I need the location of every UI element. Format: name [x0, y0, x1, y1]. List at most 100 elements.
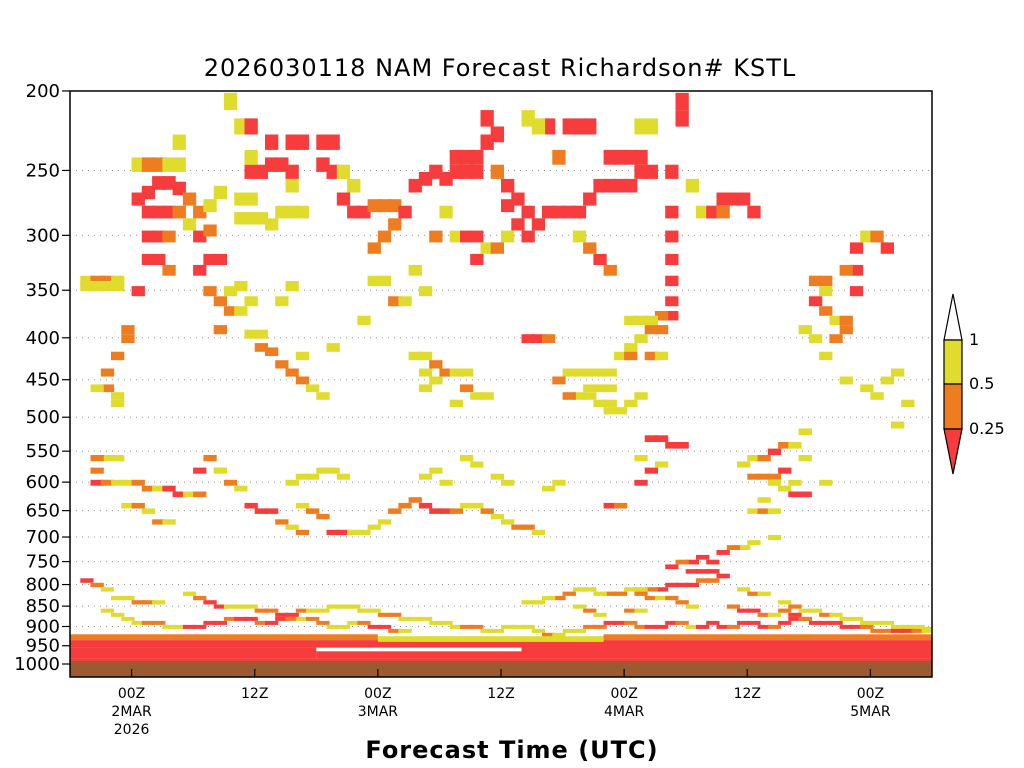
- data-cell: [603, 620, 617, 625]
- data-cell: [562, 628, 576, 633]
- data-cell: [808, 608, 823, 613]
- data-cell: [521, 624, 535, 629]
- data-cell: [439, 479, 453, 486]
- data-cell: [849, 286, 864, 297]
- data-cell: [244, 149, 258, 165]
- data-cell: [870, 230, 884, 243]
- data-cell: [336, 473, 351, 480]
- data-cell: [429, 620, 443, 625]
- data-cell: [182, 192, 197, 206]
- x-tick-label: 2MAR: [111, 704, 152, 720]
- data-cell: [316, 392, 330, 400]
- data-cell: [213, 325, 227, 335]
- data-cell: [182, 624, 197, 629]
- data-cell: [254, 508, 268, 514]
- data-cell: [542, 485, 556, 492]
- data-cell: [593, 399, 607, 408]
- data-cell: [172, 624, 186, 629]
- data-cell: [757, 473, 771, 480]
- data-cell: [624, 351, 638, 361]
- data-band: [70, 634, 378, 641]
- data-cell: [562, 368, 576, 377]
- data-cell: [162, 176, 176, 190]
- data-cell: [891, 421, 905, 429]
- data-cell: [347, 620, 361, 625]
- data-cell: [336, 604, 351, 609]
- data-cell: [696, 205, 710, 219]
- data-cell: [295, 529, 310, 535]
- data-cell: [449, 149, 463, 165]
- data-cell: [798, 455, 812, 462]
- data-cell: [634, 334, 648, 344]
- data-cell: [685, 582, 699, 588]
- data-cell: [521, 230, 535, 243]
- data-cell: [285, 524, 299, 530]
- data-cell: [470, 149, 484, 165]
- data-cell: [223, 616, 238, 621]
- data-cell: [193, 467, 207, 474]
- data-cell: [613, 149, 628, 165]
- data-cell: [480, 134, 494, 150]
- data-cell: [439, 620, 453, 625]
- data-cell: [644, 435, 658, 442]
- data-cells: [70, 92, 932, 669]
- data-cell: [521, 334, 535, 344]
- data-cell: [357, 608, 371, 613]
- data-cell: [285, 164, 299, 179]
- data-cell: [675, 582, 689, 588]
- data-cell: [141, 253, 156, 265]
- data-cell: [131, 620, 145, 625]
- data-cell: [501, 519, 515, 525]
- data-cell: [254, 608, 268, 613]
- data-cell: [891, 628, 905, 633]
- data-cell: [203, 253, 217, 265]
- data-cell: [90, 281, 104, 292]
- data-cell: [675, 600, 689, 605]
- data-cell: [295, 134, 310, 150]
- data-cell: [644, 587, 658, 592]
- data-cell: [531, 118, 546, 135]
- data-cell: [203, 455, 217, 462]
- data-cell: [306, 473, 320, 480]
- data-cell: [665, 582, 679, 588]
- data-cell: [685, 559, 699, 565]
- data-cell: [737, 545, 751, 550]
- data-cell: [460, 149, 474, 165]
- data-cell: [295, 473, 310, 480]
- data-cell: [829, 612, 843, 617]
- data-cell: [685, 178, 699, 193]
- data-cell: [593, 178, 607, 193]
- data-cell: [460, 624, 474, 629]
- data-cell: [408, 264, 422, 276]
- data-cell: [778, 620, 792, 625]
- data-cell: [747, 591, 761, 596]
- data-cell: [100, 587, 115, 592]
- data-cell: [234, 485, 248, 492]
- data-cell: [439, 171, 453, 186]
- data-cell: [398, 616, 412, 621]
- x-tick-label: 3MAR: [358, 704, 399, 720]
- data-cell: [665, 205, 679, 219]
- data-cell: [644, 595, 658, 601]
- data-cell: [778, 442, 792, 449]
- data-cell: [90, 582, 104, 588]
- data-cell: [377, 624, 392, 629]
- data-cell: [90, 479, 104, 486]
- data-cell: [111, 612, 125, 617]
- data-cell: [819, 286, 833, 297]
- data-cell: [357, 620, 371, 625]
- data-band: [70, 647, 317, 659]
- data-cell: [460, 230, 474, 243]
- data-cell: [254, 212, 268, 225]
- data-cell: [490, 164, 504, 179]
- data-cell: [275, 612, 289, 617]
- data-cell: [131, 600, 145, 605]
- data-cell: [603, 591, 617, 596]
- data-cell: [131, 286, 145, 297]
- data-cell: [429, 230, 443, 243]
- data-cell: [449, 399, 463, 408]
- y-tick-label: 500: [26, 407, 60, 428]
- data-cell: [152, 600, 166, 605]
- data-cell: [285, 281, 299, 292]
- data-cell: [737, 608, 751, 613]
